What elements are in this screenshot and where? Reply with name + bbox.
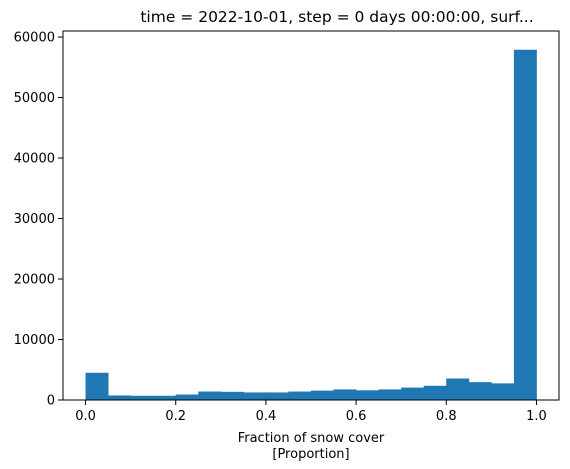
x-tick-label: 1.0 xyxy=(526,409,547,424)
histogram-bar xyxy=(491,383,515,400)
x-axis-label: Fraction of snow cover xyxy=(238,431,385,446)
y-tick-label: 50000 xyxy=(14,91,55,106)
histogram-bar xyxy=(243,392,267,400)
histogram-bar xyxy=(311,390,334,400)
y-axis-ticks: 0 10000 20000 30000 40000 50000 60000 xyxy=(14,31,63,409)
histogram-bar xyxy=(356,390,380,400)
histogram-bar xyxy=(175,394,199,400)
histogram-bar xyxy=(423,385,447,400)
histogram-bar xyxy=(446,378,470,400)
histogram-bar xyxy=(220,391,244,400)
histogram-bar xyxy=(153,395,177,400)
y-tick-label: 0 xyxy=(47,394,55,409)
histogram-bar xyxy=(198,391,222,400)
bars-group xyxy=(85,49,537,400)
x-axis-unit-label: [Proportion] xyxy=(272,447,349,462)
chart-title: time = 2022-10-01, step = 0 days 00:00:0… xyxy=(140,8,533,26)
histogram-bar xyxy=(468,382,492,400)
histogram-bar xyxy=(513,49,537,400)
y-tick-label: 60000 xyxy=(14,31,55,46)
x-axis-ticks: 0.0 0.2 0.4 0.6 0.8 1.0 xyxy=(75,400,547,424)
y-tick-label: 40000 xyxy=(14,152,55,167)
histogram-bar xyxy=(378,389,402,400)
histogram-bar xyxy=(333,389,357,400)
histogram-bar xyxy=(288,391,312,400)
y-tick-label: 20000 xyxy=(14,273,55,288)
x-tick-label: 0.0 xyxy=(75,409,96,424)
x-tick-label: 0.2 xyxy=(165,409,186,424)
x-tick-label: 0.8 xyxy=(436,409,457,424)
x-tick-label: 0.4 xyxy=(256,409,277,424)
y-tick-label: 10000 xyxy=(14,333,55,348)
histogram-bar xyxy=(401,387,425,400)
plot-frame xyxy=(62,30,560,401)
y-tick-label: 30000 xyxy=(14,212,55,227)
histogram-bar xyxy=(265,392,289,400)
histogram-bar xyxy=(85,372,109,400)
x-tick-label: 0.6 xyxy=(346,409,367,424)
histogram-bar xyxy=(130,395,154,400)
histogram-bar xyxy=(108,395,132,400)
